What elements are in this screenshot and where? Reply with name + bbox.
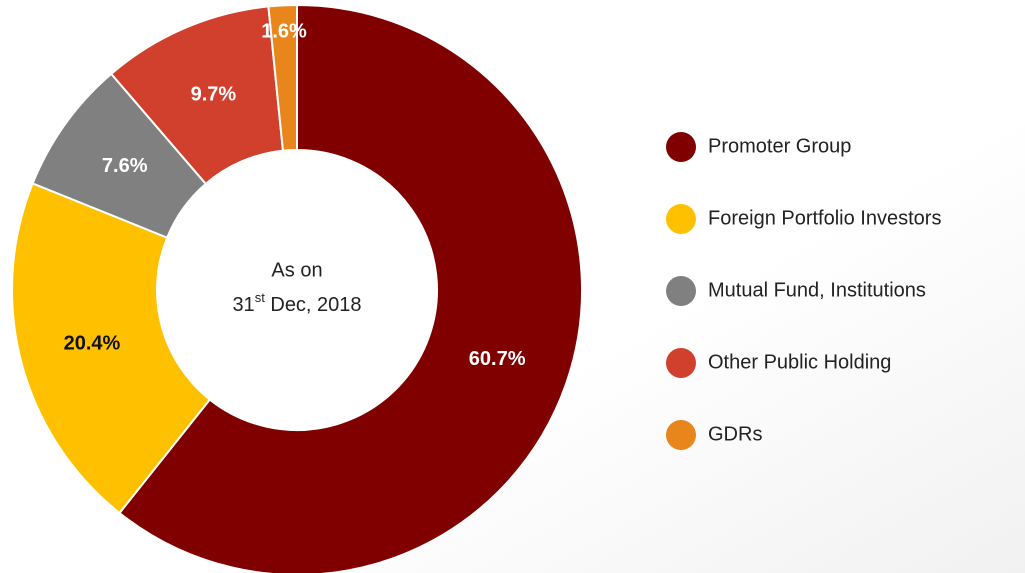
legend-label: Other Public Holding bbox=[708, 351, 891, 373]
slice bbox=[118, 3, 583, 573]
legend: Promoter Group Foreign Portfolio Investor… bbox=[666, 132, 941, 450]
center-sup: st bbox=[255, 290, 266, 305]
slice bbox=[11, 182, 212, 515]
data-label: 60.7% bbox=[469, 348, 526, 370]
center-date: 31st Dec, 2018 bbox=[232, 290, 361, 316]
slice bbox=[267, 3, 298, 152]
legend-swatch bbox=[666, 204, 696, 234]
legend-swatch bbox=[666, 132, 696, 162]
legend-label: Mutual Fund, Institutions bbox=[708, 279, 926, 301]
legend-label: GDRs bbox=[708, 423, 762, 445]
donut: 60.7% 20.4% 7.6% 9.7% 1.6% bbox=[11, 3, 583, 573]
data-label: 20.4% bbox=[64, 332, 121, 354]
legend-swatch bbox=[666, 276, 696, 306]
legend-label: Foreign Portfolio Investors bbox=[708, 207, 941, 229]
legend-swatch bbox=[666, 348, 696, 378]
center-rest: Dec, 2018 bbox=[265, 294, 362, 316]
center-text: As on bbox=[271, 259, 322, 281]
data-label: 7.6% bbox=[102, 155, 148, 177]
legend-label: Promoter Group bbox=[708, 135, 851, 157]
data-label: 1.6% bbox=[261, 21, 307, 43]
data-label: 9.7% bbox=[191, 83, 237, 105]
legend-swatch bbox=[666, 420, 696, 450]
center-day: 31 bbox=[232, 294, 254, 316]
